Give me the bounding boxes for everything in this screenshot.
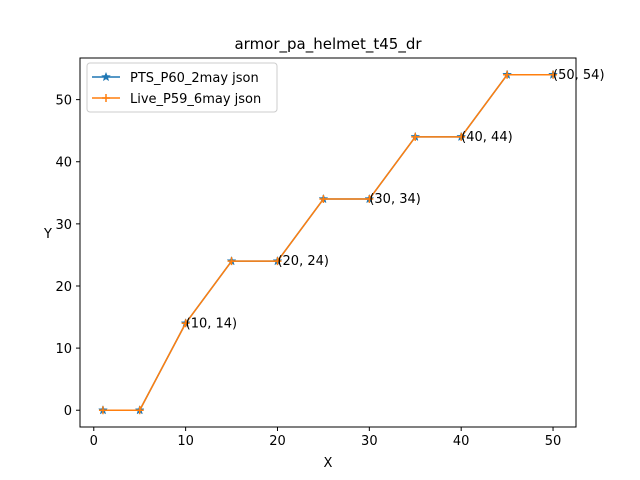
y-tick-label: 50: [55, 94, 72, 109]
data-point: [319, 195, 328, 204]
x-axis-title: X: [324, 456, 333, 471]
y-tick-label: 30: [55, 218, 72, 233]
x-tick-label: 50: [545, 434, 562, 449]
y-tick-label: 20: [55, 280, 72, 295]
axes-frame: [79, 57, 577, 428]
legend-label: Live_P59_6may json: [130, 92, 261, 107]
y-tick-label: 40: [55, 156, 72, 171]
legend: PTS_P60_2may json Live_P59_6may json: [86, 62, 278, 113]
legend-swatch-marker: [102, 94, 110, 102]
x-tick-label: 20: [269, 434, 286, 449]
data-point: [411, 132, 420, 141]
x-tick-label: 30: [361, 434, 378, 449]
data-point: [98, 406, 107, 415]
y-tick-label: 0: [64, 404, 72, 419]
series-2: [98, 70, 558, 415]
plot-area: (10, 14) (20, 24) (30, 34) (40, 44) (50, 54)…: [55, 57, 605, 449]
legend-swatch-marker: [101, 71, 111, 82]
data-point: [273, 257, 282, 266]
data-point: [549, 70, 558, 79]
legend-box: [86, 62, 278, 113]
data-point: [135, 406, 144, 415]
x-tick-label: 0: [90, 434, 98, 449]
y-tick-label: 10: [55, 342, 72, 357]
data-point: [457, 132, 466, 141]
data-point: [503, 70, 512, 79]
y-axis-title: Y: [43, 227, 52, 242]
x-tick-label: 40: [453, 434, 470, 449]
data-point: [365, 195, 374, 204]
data-point: [227, 257, 236, 266]
point-annotation: (30, 34): [369, 192, 421, 207]
data-point: [181, 319, 190, 328]
point-annotation: (40, 44): [461, 130, 513, 145]
chart-title: armor_pa_helmet_t45_dr: [234, 35, 422, 54]
point-annotation: (20, 24): [277, 254, 329, 269]
point-annotation: (50, 54): [553, 68, 605, 83]
legend-label: PTS_P60_2may json: [130, 71, 259, 86]
x-tick-label: 10: [177, 434, 194, 449]
point-annotation: (10, 14): [186, 316, 238, 331]
